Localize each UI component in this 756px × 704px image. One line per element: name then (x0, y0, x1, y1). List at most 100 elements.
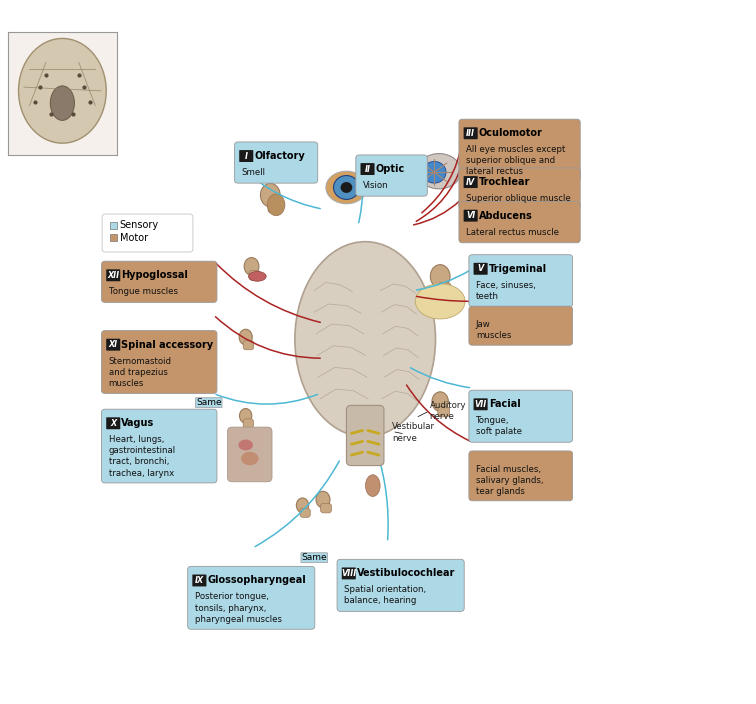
Circle shape (340, 182, 352, 193)
FancyBboxPatch shape (192, 574, 206, 586)
FancyBboxPatch shape (321, 503, 331, 513)
Text: V: V (478, 264, 484, 273)
Ellipse shape (432, 392, 448, 411)
FancyBboxPatch shape (438, 406, 450, 417)
Bar (110, 234, 117, 241)
FancyBboxPatch shape (249, 270, 260, 280)
Text: Posterior tongue,
tonsils, pharynx,
pharyngeal muscles: Posterior tongue, tonsils, pharynx, phar… (195, 592, 282, 624)
Ellipse shape (316, 491, 330, 508)
FancyBboxPatch shape (459, 119, 580, 182)
Text: Facial: Facial (489, 399, 521, 409)
Text: Vestibulocochlear: Vestibulocochlear (357, 568, 455, 579)
Text: IX: IX (195, 576, 204, 585)
Text: Heart, lungs,
gastrointestinal
tract, bronchi,
trachea, larynx: Heart, lungs, gastrointestinal tract, br… (109, 435, 175, 477)
Ellipse shape (295, 241, 435, 436)
FancyBboxPatch shape (101, 261, 217, 303)
Text: Lateral rectus muscle: Lateral rectus muscle (466, 227, 559, 237)
FancyBboxPatch shape (438, 283, 451, 294)
FancyBboxPatch shape (361, 163, 374, 175)
FancyBboxPatch shape (469, 451, 572, 501)
Text: Olfactory: Olfactory (255, 151, 305, 161)
Text: IV: IV (466, 177, 476, 187)
FancyBboxPatch shape (243, 419, 253, 428)
Ellipse shape (268, 194, 285, 215)
Ellipse shape (239, 329, 253, 345)
Text: Trigeminal: Trigeminal (489, 264, 547, 274)
Bar (110, 222, 117, 229)
FancyBboxPatch shape (342, 567, 356, 579)
FancyBboxPatch shape (268, 201, 281, 213)
FancyBboxPatch shape (106, 270, 120, 282)
Text: Same: Same (196, 398, 222, 407)
FancyBboxPatch shape (359, 183, 379, 191)
Text: VI: VI (466, 211, 476, 220)
Text: All eye muscles except
superior oblique and
lateral rectus: All eye muscles except superior oblique … (466, 145, 565, 177)
Ellipse shape (326, 171, 367, 203)
FancyBboxPatch shape (337, 560, 464, 611)
Text: Face, sinuses,
teeth: Face, sinuses, teeth (476, 281, 536, 301)
Text: Same: Same (302, 553, 327, 562)
Ellipse shape (51, 86, 74, 120)
FancyBboxPatch shape (356, 155, 427, 196)
FancyBboxPatch shape (469, 390, 572, 442)
Circle shape (423, 161, 446, 183)
FancyBboxPatch shape (463, 127, 478, 139)
Text: Spinal accessory: Spinal accessory (122, 339, 214, 350)
Text: I: I (245, 151, 248, 161)
Text: Abducens: Abducens (479, 210, 532, 220)
FancyBboxPatch shape (243, 341, 254, 350)
FancyBboxPatch shape (459, 201, 580, 243)
Text: Motor: Motor (119, 233, 148, 243)
Text: Jaw
muscles: Jaw muscles (476, 320, 511, 341)
Text: XII: XII (107, 271, 119, 279)
FancyBboxPatch shape (234, 142, 318, 183)
FancyBboxPatch shape (106, 417, 120, 429)
Ellipse shape (296, 498, 308, 513)
Text: VIII: VIII (341, 569, 356, 578)
Ellipse shape (240, 408, 252, 423)
Text: Tongue,
soft palate: Tongue, soft palate (476, 416, 522, 436)
Ellipse shape (249, 272, 266, 282)
Text: Sternomastoid
and trapezius
muscles: Sternomastoid and trapezius muscles (109, 357, 172, 388)
Text: III: III (466, 129, 476, 138)
FancyBboxPatch shape (459, 168, 580, 209)
FancyBboxPatch shape (101, 331, 217, 394)
FancyBboxPatch shape (473, 263, 488, 275)
Text: Tongue muscles: Tongue muscles (109, 287, 178, 296)
Text: Hypoglossal: Hypoglossal (122, 270, 188, 280)
Text: Vision: Vision (363, 181, 389, 190)
FancyBboxPatch shape (300, 508, 310, 517)
Ellipse shape (365, 474, 380, 496)
Text: VII: VII (475, 400, 487, 409)
Ellipse shape (244, 258, 259, 275)
Text: Auditory
nerve: Auditory nerve (429, 401, 466, 421)
FancyBboxPatch shape (469, 255, 572, 307)
Text: Trochlear: Trochlear (479, 177, 530, 187)
FancyBboxPatch shape (187, 567, 314, 629)
FancyBboxPatch shape (463, 176, 478, 188)
Ellipse shape (238, 439, 253, 451)
Text: Superior oblique muscle: Superior oblique muscle (466, 194, 571, 203)
FancyBboxPatch shape (239, 150, 253, 162)
FancyBboxPatch shape (228, 427, 272, 482)
FancyBboxPatch shape (469, 306, 572, 345)
Circle shape (333, 175, 359, 199)
FancyBboxPatch shape (106, 339, 120, 351)
Text: Optic: Optic (376, 164, 405, 174)
Text: Oculomotor: Oculomotor (479, 128, 543, 138)
Ellipse shape (430, 265, 450, 288)
FancyBboxPatch shape (473, 398, 488, 410)
FancyBboxPatch shape (346, 406, 384, 465)
Text: Facial muscles,
salivary glands,
tear glands: Facial muscles, salivary glands, tear gl… (476, 465, 544, 496)
Text: X: X (110, 419, 116, 428)
Text: Vagus: Vagus (122, 418, 155, 428)
Text: Smell: Smell (242, 168, 265, 177)
Text: XI: XI (109, 340, 118, 349)
Text: Vestibular
nerve: Vestibular nerve (392, 422, 435, 443)
Ellipse shape (417, 153, 461, 189)
FancyBboxPatch shape (102, 214, 193, 252)
Text: Spatial orientation,
balance, hearing: Spatial orientation, balance, hearing (344, 585, 426, 605)
Text: Glossopharyngeal: Glossopharyngeal (208, 575, 306, 586)
Ellipse shape (260, 183, 280, 207)
Text: Sensory: Sensory (119, 220, 159, 230)
